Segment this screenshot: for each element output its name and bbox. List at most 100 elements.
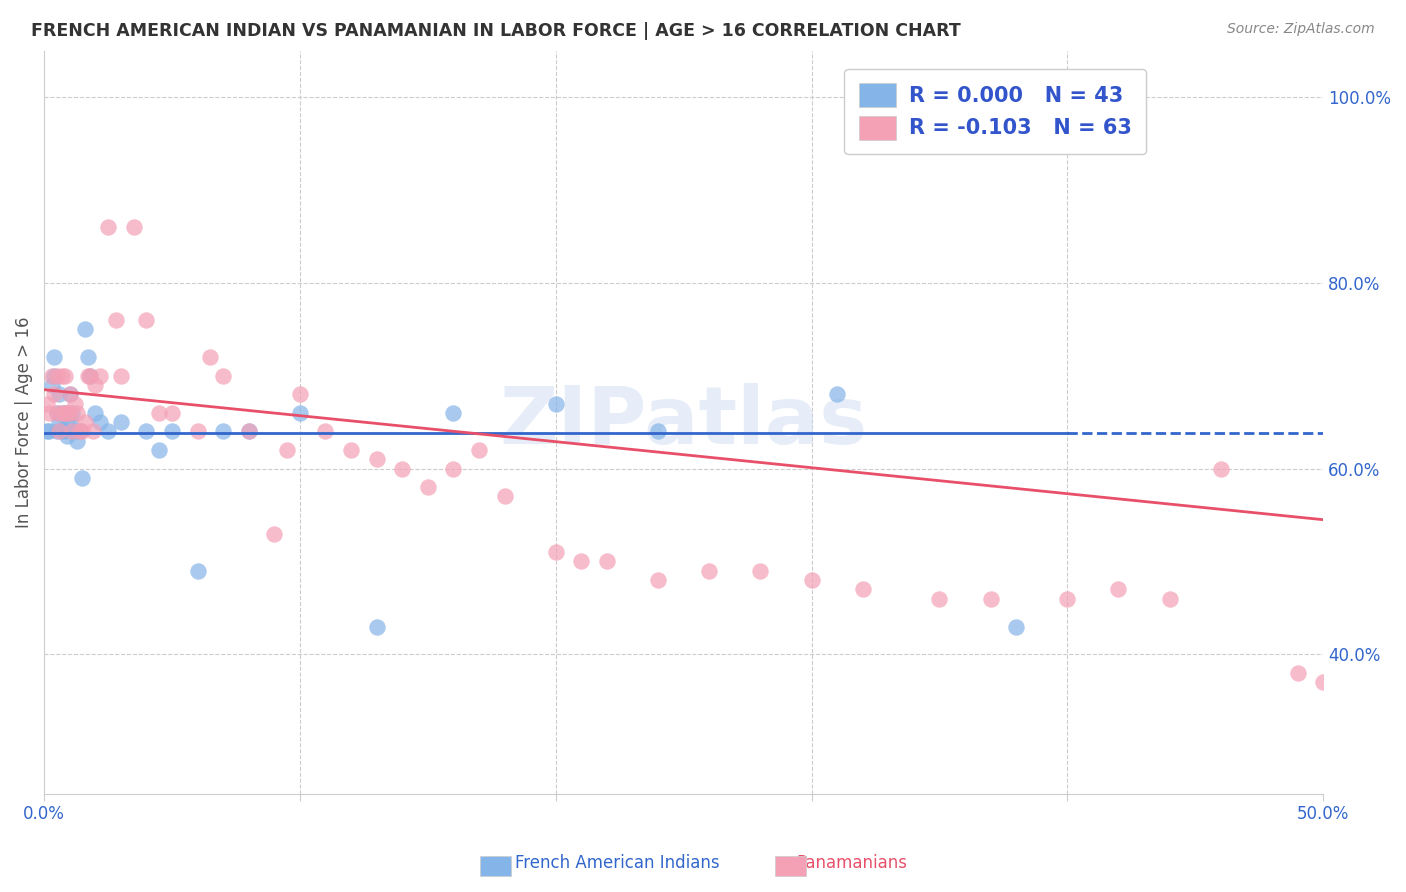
Text: Source: ZipAtlas.com: Source: ZipAtlas.com: [1227, 22, 1375, 37]
Point: [73, 322, 96, 336]
Point: [45, 368, 67, 383]
Y-axis label: In Labor Force | Age > 16: In Labor Force | Age > 16: [15, 317, 32, 528]
Point: [238, 425, 260, 439]
Point: [1108, 109, 1130, 123]
Point: [53, 368, 76, 383]
Point: [63, 425, 86, 439]
Text: French American Indians: French American Indians: [515, 855, 720, 872]
Point: [76, 350, 98, 364]
Point: [79, 368, 101, 383]
Point: [51, 406, 73, 420]
Point: [66, 406, 89, 420]
Point: [160, 406, 183, 420]
Point: [72, 425, 94, 439]
Point: [97, 425, 120, 439]
Point: [416, 480, 439, 494]
Point: [72, 471, 94, 485]
Point: [56, 429, 79, 443]
Point: [60, 406, 83, 420]
Point: [148, 406, 170, 420]
Point: [1108, 582, 1130, 597]
Point: [596, 554, 619, 568]
Point: [187, 564, 209, 578]
Point: [35, 425, 58, 439]
Point: [35, 396, 58, 410]
Point: [41, 368, 63, 383]
Point: [56, 406, 79, 420]
Point: [69, 425, 91, 439]
Point: [73, 415, 96, 429]
Point: [288, 406, 311, 420]
Point: [187, 425, 209, 439]
Point: [44, 350, 66, 364]
Point: [60, 425, 83, 439]
Point: [391, 461, 413, 475]
Point: [135, 313, 157, 327]
Point: [53, 406, 76, 420]
Point: [53, 406, 76, 420]
Point: [89, 368, 111, 383]
Point: [41, 378, 63, 392]
Point: [84, 406, 107, 420]
Point: [340, 443, 363, 458]
Point: [1312, 675, 1334, 690]
Point: [647, 425, 669, 439]
Point: [928, 591, 950, 606]
Point: [276, 443, 298, 458]
Point: [288, 387, 311, 401]
Point: [69, 425, 91, 439]
Point: [53, 425, 76, 439]
Legend: R = 0.000   N = 43, R = -0.103   N = 63: R = 0.000 N = 43, R = -0.103 N = 63: [845, 69, 1146, 154]
Point: [1056, 591, 1078, 606]
Point: [544, 545, 567, 559]
Point: [51, 368, 73, 383]
Point: [104, 313, 127, 327]
Point: [263, 526, 285, 541]
Point: [825, 387, 848, 401]
Point: [48, 415, 70, 429]
Point: [45, 406, 67, 420]
Point: [697, 564, 720, 578]
Point: [59, 387, 82, 401]
Point: [1159, 591, 1181, 606]
Point: [45, 406, 67, 420]
Point: [48, 387, 70, 401]
Point: [366, 452, 388, 467]
Point: [51, 425, 73, 439]
Point: [59, 406, 82, 420]
Point: [48, 425, 70, 439]
Point: [84, 378, 107, 392]
Text: Panamanians: Panamanians: [796, 855, 907, 872]
Point: [1005, 619, 1028, 633]
Point: [97, 220, 120, 235]
Point: [1209, 461, 1232, 475]
Point: [852, 582, 875, 597]
Point: [238, 425, 260, 439]
Point: [63, 396, 86, 410]
Point: [212, 368, 235, 383]
Point: [59, 415, 82, 429]
Point: [441, 461, 464, 475]
Point: [44, 368, 66, 383]
Point: [148, 443, 170, 458]
Point: [494, 490, 516, 504]
Point: [44, 387, 66, 401]
Point: [441, 406, 464, 420]
Point: [200, 350, 222, 364]
Point: [38, 425, 60, 439]
Text: ZIPatlas: ZIPatlas: [499, 384, 868, 461]
Point: [1286, 665, 1309, 680]
Point: [82, 425, 104, 439]
Point: [56, 415, 79, 429]
Point: [749, 564, 772, 578]
Point: [110, 415, 132, 429]
Point: [800, 573, 823, 587]
Point: [59, 387, 82, 401]
Point: [544, 396, 567, 410]
Point: [315, 425, 337, 439]
Point: [135, 425, 157, 439]
Point: [122, 220, 145, 235]
Point: [160, 425, 183, 439]
Point: [89, 415, 111, 429]
Point: [647, 573, 669, 587]
